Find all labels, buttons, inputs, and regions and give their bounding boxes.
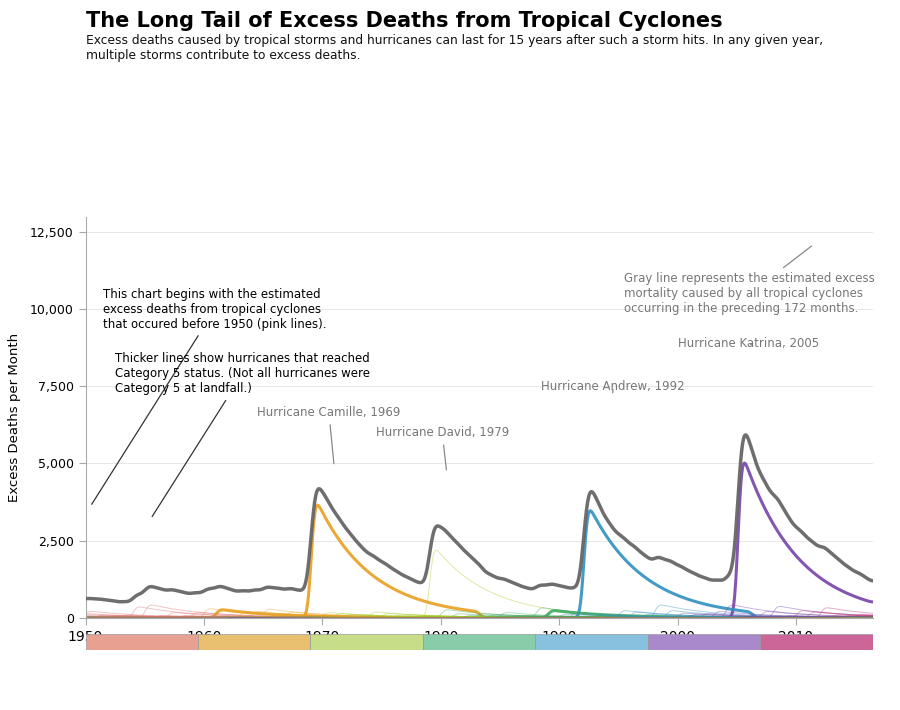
Text: The Long Tail of Excess Deaths from Tropical Cyclones: The Long Tail of Excess Deaths from Trop…	[86, 11, 722, 31]
Text: Excess deaths caused by tropical storms and hurricanes can last for 15 years aft: Excess deaths caused by tropical storms …	[86, 34, 823, 62]
Bar	[760, 634, 873, 650]
Text: Hurricane Katrina, 2005: Hurricane Katrina, 2005	[678, 337, 819, 350]
Text: Hurricane Camille, 1969: Hurricane Camille, 1969	[257, 406, 400, 464]
Bar	[536, 634, 648, 650]
Text: This chart begins with the estimated
excess deaths from tropical cyclones
that o: This chart begins with the estimated exc…	[92, 288, 327, 504]
Text: Hurricane Andrew, 1992: Hurricane Andrew, 1992	[542, 380, 685, 393]
Text: Gray line represents the estimated excess
mortality caused by all tropical cyclo: Gray line represents the estimated exces…	[625, 246, 875, 315]
Bar	[86, 634, 198, 650]
Bar	[423, 634, 536, 650]
Bar	[198, 634, 310, 650]
Text: Thicker lines show hurricanes that reached
Category 5 status. (Not all hurricane: Thicker lines show hurricanes that reach…	[115, 352, 370, 517]
Y-axis label: Excess Deaths per Month: Excess Deaths per Month	[8, 332, 22, 502]
Bar	[310, 634, 423, 650]
Text: Hurricane David, 1979: Hurricane David, 1979	[375, 427, 508, 470]
Bar	[648, 634, 760, 650]
